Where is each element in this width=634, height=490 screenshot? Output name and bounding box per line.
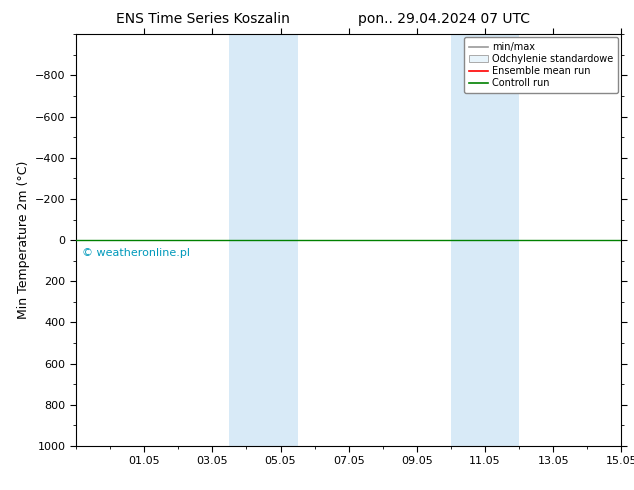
Y-axis label: Min Temperature 2m (°C): Min Temperature 2m (°C)	[16, 161, 30, 319]
Legend: min/max, Odchylenie standardowe, Ensemble mean run, Controll run: min/max, Odchylenie standardowe, Ensembl…	[464, 37, 618, 93]
Text: pon.. 29.04.2024 07 UTC: pon.. 29.04.2024 07 UTC	[358, 12, 530, 26]
Text: © weatheronline.pl: © weatheronline.pl	[82, 248, 190, 258]
Text: ENS Time Series Koszalin: ENS Time Series Koszalin	[116, 12, 290, 26]
Bar	[230, 34, 297, 446]
Bar	[451, 34, 519, 446]
